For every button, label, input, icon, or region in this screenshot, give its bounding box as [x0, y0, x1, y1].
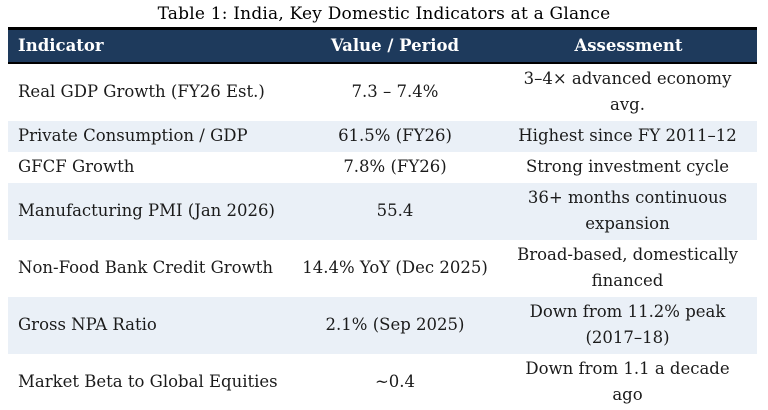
value-cell: 7.3 – 7.4%: [351, 82, 439, 101]
value-cell: 2.1% (Sep 2025): [325, 315, 465, 334]
assessment-cell: Highest since FY 2011–12: [518, 126, 737, 145]
table-caption: Table 1: India, Key Domestic Indicators …: [157, 4, 611, 24]
table-row: Real GDP Growth (FY26 Est.) 7.3 – 7.4% 3–4…: [8, 63, 757, 121]
assessment-cell: Strong investment cycle: [525, 157, 730, 176]
value-cell: 55.4: [376, 201, 414, 220]
table-row: Gross NPA Ratio 2.1% (Sep 2025) Down from …: [8, 296, 757, 354]
indicator-cell: Non-Food Bank Credit Growth: [18, 258, 274, 277]
table-row: GFCF Growth 7.8% (FY26) Strong investment …: [8, 152, 757, 183]
table-row: Private Consumption / GDP 61.5% (FY26) Hig…: [8, 120, 757, 152]
column-header-assessment: Assessment: [500, 28, 757, 64]
assessment-cell: Down from 11.2% peak (2017–18): [529, 302, 726, 347]
indicator-cell: Private Consumption / GDP: [18, 126, 248, 145]
assessment-cell: 36+ months continuous expansion: [527, 188, 728, 233]
value-cell: 61.5% (FY26): [338, 126, 452, 145]
value-cell: 7.8% (FY26): [343, 157, 447, 176]
value-cell: ~0.4: [374, 372, 416, 391]
indicator-cell: Manufacturing PMI (Jan 2026): [18, 201, 275, 220]
assessment-cell: 3–4× advanced economy avg.: [523, 69, 732, 114]
column-header-indicator: Indicator: [8, 28, 290, 64]
table-row: Market Beta to Global Equities ~0.4 Down f…: [8, 354, 757, 410]
assessment-cell: Down from 1.1 a decade ago: [525, 359, 730, 404]
value-cell: 14.4% YoY (Dec 2025): [302, 258, 488, 277]
indicators-table: Indicator Value / Period Assessment Real…: [8, 27, 757, 410]
indicator-cell: Market Beta to Global Equities: [18, 372, 278, 391]
indicator-cell: Real GDP Growth (FY26 Est.): [18, 82, 265, 101]
table-row: Non-Food Bank Credit Growth 14.4% YoY (De…: [8, 240, 757, 297]
assessment-cell: Broad-based, domestically financed: [517, 245, 738, 290]
header-row: Indicator Value / Period Assessment: [8, 28, 757, 64]
indicator-cell: Gross NPA Ratio: [18, 315, 157, 334]
indicator-cell: GFCF Growth: [18, 157, 135, 176]
table-row: Manufacturing PMI (Jan 2026) 55.4 36+ mont…: [8, 182, 757, 240]
column-header-value-period: Value / Period: [290, 28, 500, 64]
table-body: Real GDP Growth (FY26 Est.) 7.3 – 7.4% 3–4…: [8, 63, 757, 410]
